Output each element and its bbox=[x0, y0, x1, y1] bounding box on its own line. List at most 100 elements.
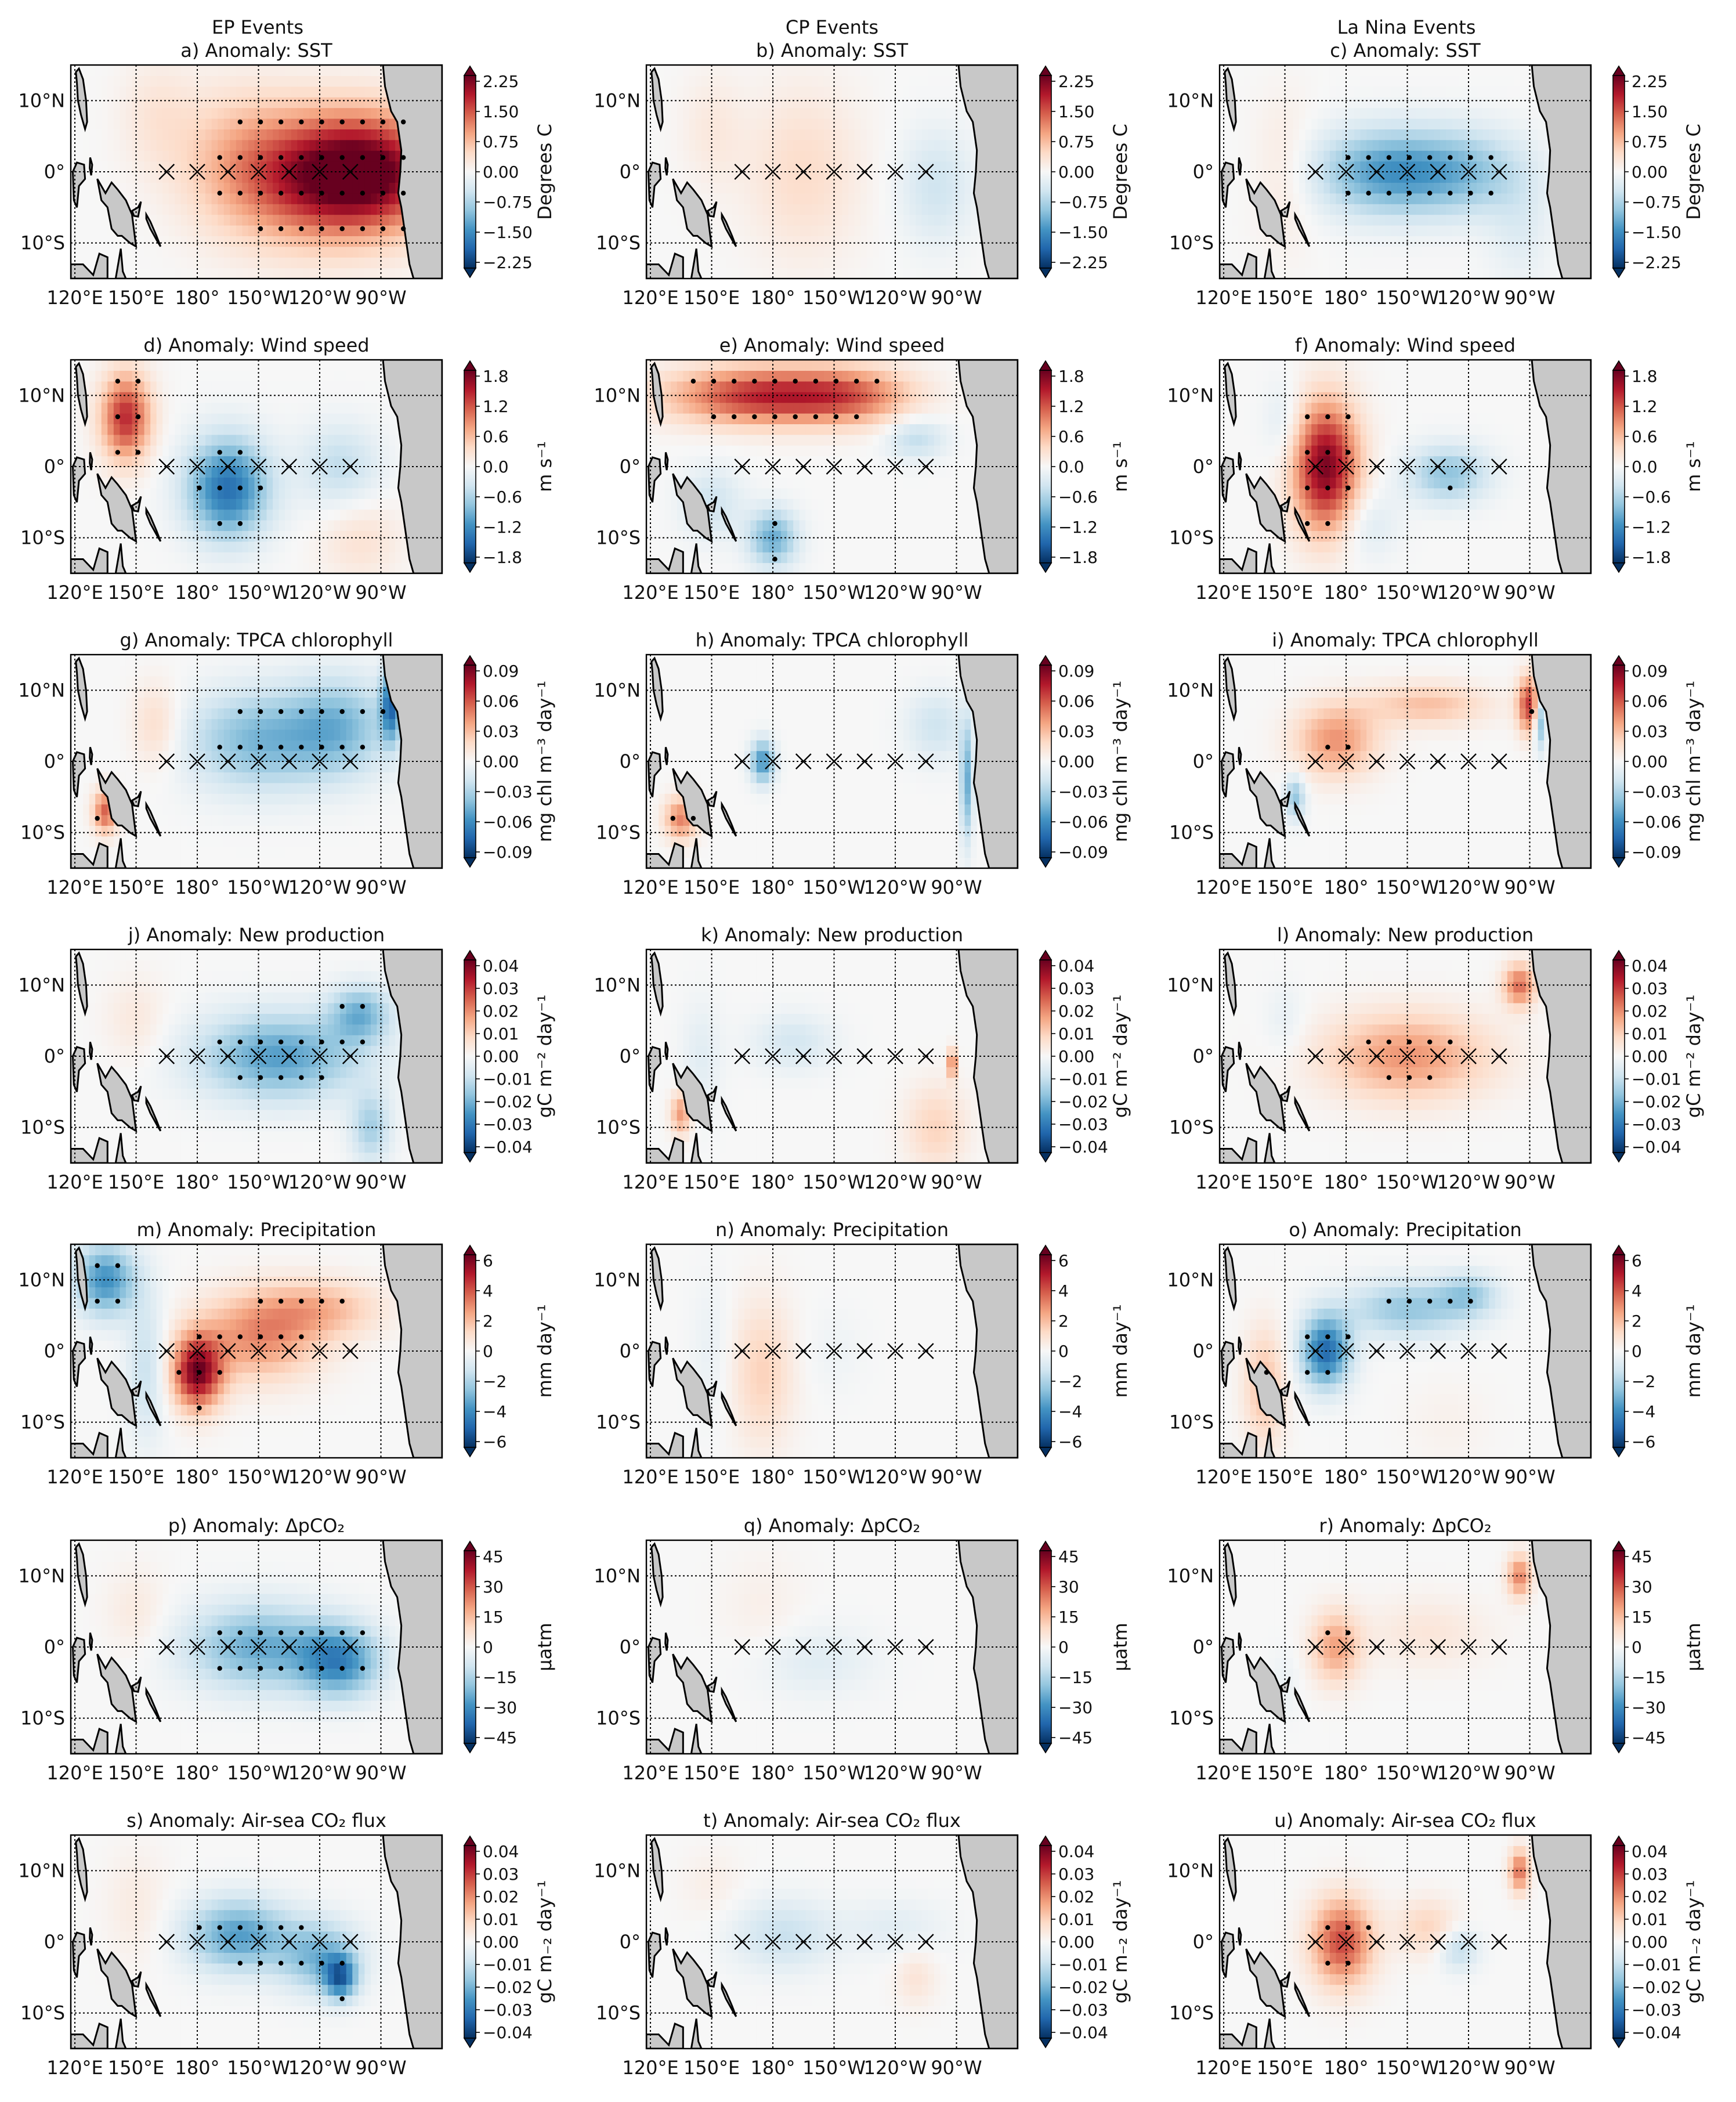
heatmap-cell bbox=[1403, 172, 1410, 183]
heatmap-cell bbox=[940, 236, 947, 247]
heatmap-cell bbox=[903, 107, 910, 119]
heatmap-cell bbox=[1422, 118, 1428, 129]
heatmap-cell bbox=[144, 193, 151, 204]
heatmap-cell bbox=[664, 246, 671, 258]
heatmap-cell bbox=[315, 530, 323, 542]
heatmap-cell bbox=[1238, 107, 1245, 119]
heatmap-cell bbox=[285, 552, 292, 564]
heatmap-cell bbox=[223, 370, 230, 382]
heatmap-cell bbox=[842, 182, 849, 194]
heatmap-cell bbox=[1323, 246, 1330, 258]
heatmap-cell bbox=[683, 65, 690, 76]
heatmap-cell bbox=[138, 509, 145, 521]
heatmap-cell bbox=[230, 107, 237, 119]
heatmap-cell bbox=[671, 161, 678, 172]
heatmap-cell bbox=[309, 107, 316, 119]
heatmap-cell bbox=[842, 107, 849, 119]
heatmap-cell bbox=[132, 424, 139, 435]
heatmap-cell bbox=[236, 139, 243, 151]
heatmap-cell bbox=[1501, 225, 1508, 236]
heatmap-cell bbox=[261, 370, 267, 382]
heatmap-cell bbox=[187, 118, 194, 129]
heatmap-cell bbox=[959, 172, 965, 183]
heatmap-cell bbox=[364, 552, 371, 564]
heatmap-cell bbox=[1366, 129, 1373, 140]
heatmap-cell bbox=[1452, 97, 1459, 109]
heatmap-cell bbox=[683, 257, 690, 269]
heatmap-cell bbox=[860, 97, 867, 109]
heatmap-cell bbox=[168, 236, 175, 247]
heatmap-cell bbox=[364, 520, 371, 531]
heatmap-cell bbox=[1372, 97, 1379, 109]
heatmap-cell bbox=[107, 424, 114, 435]
heatmap-cell bbox=[903, 172, 910, 183]
heatmap-cell bbox=[940, 172, 947, 183]
heatmap-cell bbox=[921, 225, 928, 236]
heatmap-cell bbox=[248, 204, 255, 215]
heatmap-cell bbox=[1287, 246, 1294, 258]
heatmap-cell bbox=[150, 246, 157, 258]
heatmap-cell bbox=[964, 118, 971, 129]
heatmap-cell bbox=[1238, 182, 1245, 194]
heatmap-cell bbox=[138, 193, 145, 204]
heatmap-cell bbox=[340, 360, 347, 371]
equator-marker bbox=[158, 164, 175, 180]
heatmap-cell bbox=[891, 225, 898, 236]
heatmap-cell bbox=[714, 75, 721, 87]
heatmap-cell bbox=[358, 139, 365, 151]
heatmap-cell bbox=[175, 97, 182, 109]
heatmap-cell bbox=[768, 236, 776, 247]
heatmap-cell bbox=[799, 172, 806, 183]
heatmap-cell bbox=[364, 392, 371, 403]
heatmap-cell bbox=[199, 107, 206, 119]
heatmap-cell bbox=[1262, 150, 1269, 162]
heatmap-cell bbox=[168, 392, 175, 403]
heatmap-cell bbox=[1427, 246, 1434, 258]
heatmap-cell bbox=[677, 150, 683, 162]
colorbar-body bbox=[1612, 75, 1625, 269]
heatmap-cell bbox=[848, 257, 855, 269]
heatmap-cell bbox=[156, 172, 163, 183]
heatmap-cell bbox=[138, 445, 145, 457]
heatmap-cell bbox=[285, 65, 292, 76]
heatmap-cell bbox=[144, 424, 151, 435]
heatmap-cell bbox=[1409, 65, 1416, 76]
heatmap-cell bbox=[346, 246, 353, 258]
heatmap-cell bbox=[101, 139, 108, 151]
heatmap-cell bbox=[71, 139, 78, 151]
heatmap-cell bbox=[291, 499, 298, 510]
heatmap-cell bbox=[928, 257, 935, 269]
heatmap-cell bbox=[125, 360, 133, 371]
heatmap-cell bbox=[266, 456, 273, 467]
heatmap-cell bbox=[1268, 107, 1275, 119]
heatmap-cell bbox=[671, 172, 678, 183]
heatmap-cell bbox=[1550, 246, 1557, 258]
heatmap-cell bbox=[340, 487, 347, 499]
heatmap-cell bbox=[952, 65, 959, 76]
heatmap-cell bbox=[799, 257, 806, 269]
heatmap-cell bbox=[389, 445, 396, 457]
heatmap-cell bbox=[156, 107, 163, 119]
heatmap-cell bbox=[646, 225, 653, 236]
heatmap-cell bbox=[768, 150, 776, 162]
heatmap-cell bbox=[175, 65, 182, 76]
heatmap-cell bbox=[187, 246, 194, 258]
heatmap-cell bbox=[903, 139, 910, 151]
lon-tick-label: 150°E bbox=[108, 287, 164, 309]
colorbar-tick-label: −0.75 bbox=[1058, 193, 1108, 212]
heatmap-cell bbox=[1482, 150, 1489, 162]
heatmap-cell bbox=[1372, 257, 1379, 269]
heatmap-cell bbox=[321, 107, 328, 119]
heatmap-cell bbox=[1305, 204, 1312, 215]
heatmap-cell bbox=[352, 257, 359, 269]
heatmap-cell bbox=[1220, 150, 1227, 162]
heatmap-cell bbox=[218, 360, 225, 371]
heatmap-cell bbox=[823, 129, 831, 140]
heatmap-cell bbox=[1354, 193, 1361, 204]
equator-markers bbox=[734, 164, 934, 180]
heatmap-cell bbox=[328, 552, 335, 564]
heatmap-cell bbox=[775, 236, 782, 247]
heatmap-cell bbox=[1489, 118, 1496, 129]
heatmap-cell bbox=[261, 360, 267, 371]
heatmap-cell bbox=[358, 360, 365, 371]
